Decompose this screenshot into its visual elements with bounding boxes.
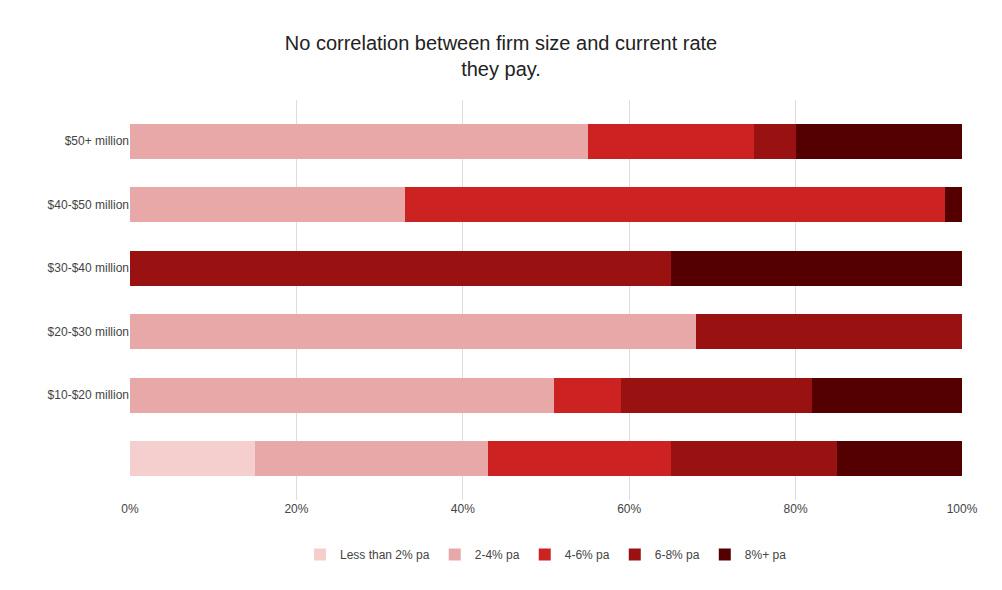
svg-text:$30-$40 million: $30-$40 million [48, 261, 129, 275]
svg-text:100%: 100% [947, 502, 978, 516]
svg-text:No correlation between firm si: No correlation between firm size and cur… [285, 32, 717, 80]
svg-text:$10-$20 million: $10-$20 million [48, 388, 129, 402]
svg-text:20%: 20% [284, 502, 308, 516]
svg-text:Less than 2% pa: Less than 2% pa [340, 548, 430, 562]
svg-text:0%: 0% [121, 502, 139, 516]
svg-text:$20-$30 million: $20-$30 million [48, 325, 129, 339]
svg-text:2-4% pa: 2-4% pa [475, 548, 520, 562]
svg-text:8%+ pa: 8%+ pa [745, 548, 786, 562]
svg-text:80%: 80% [784, 502, 808, 516]
svg-text:$50+ million: $50+ million [65, 134, 129, 148]
svg-text:$40-$50 million: $40-$50 million [48, 198, 129, 212]
svg-text:4-6% pa: 4-6% pa [565, 548, 610, 562]
svg-text:6-8% pa: 6-8% pa [655, 548, 700, 562]
svg-text:40%: 40% [451, 502, 475, 516]
svg-text:60%: 60% [617, 502, 641, 516]
